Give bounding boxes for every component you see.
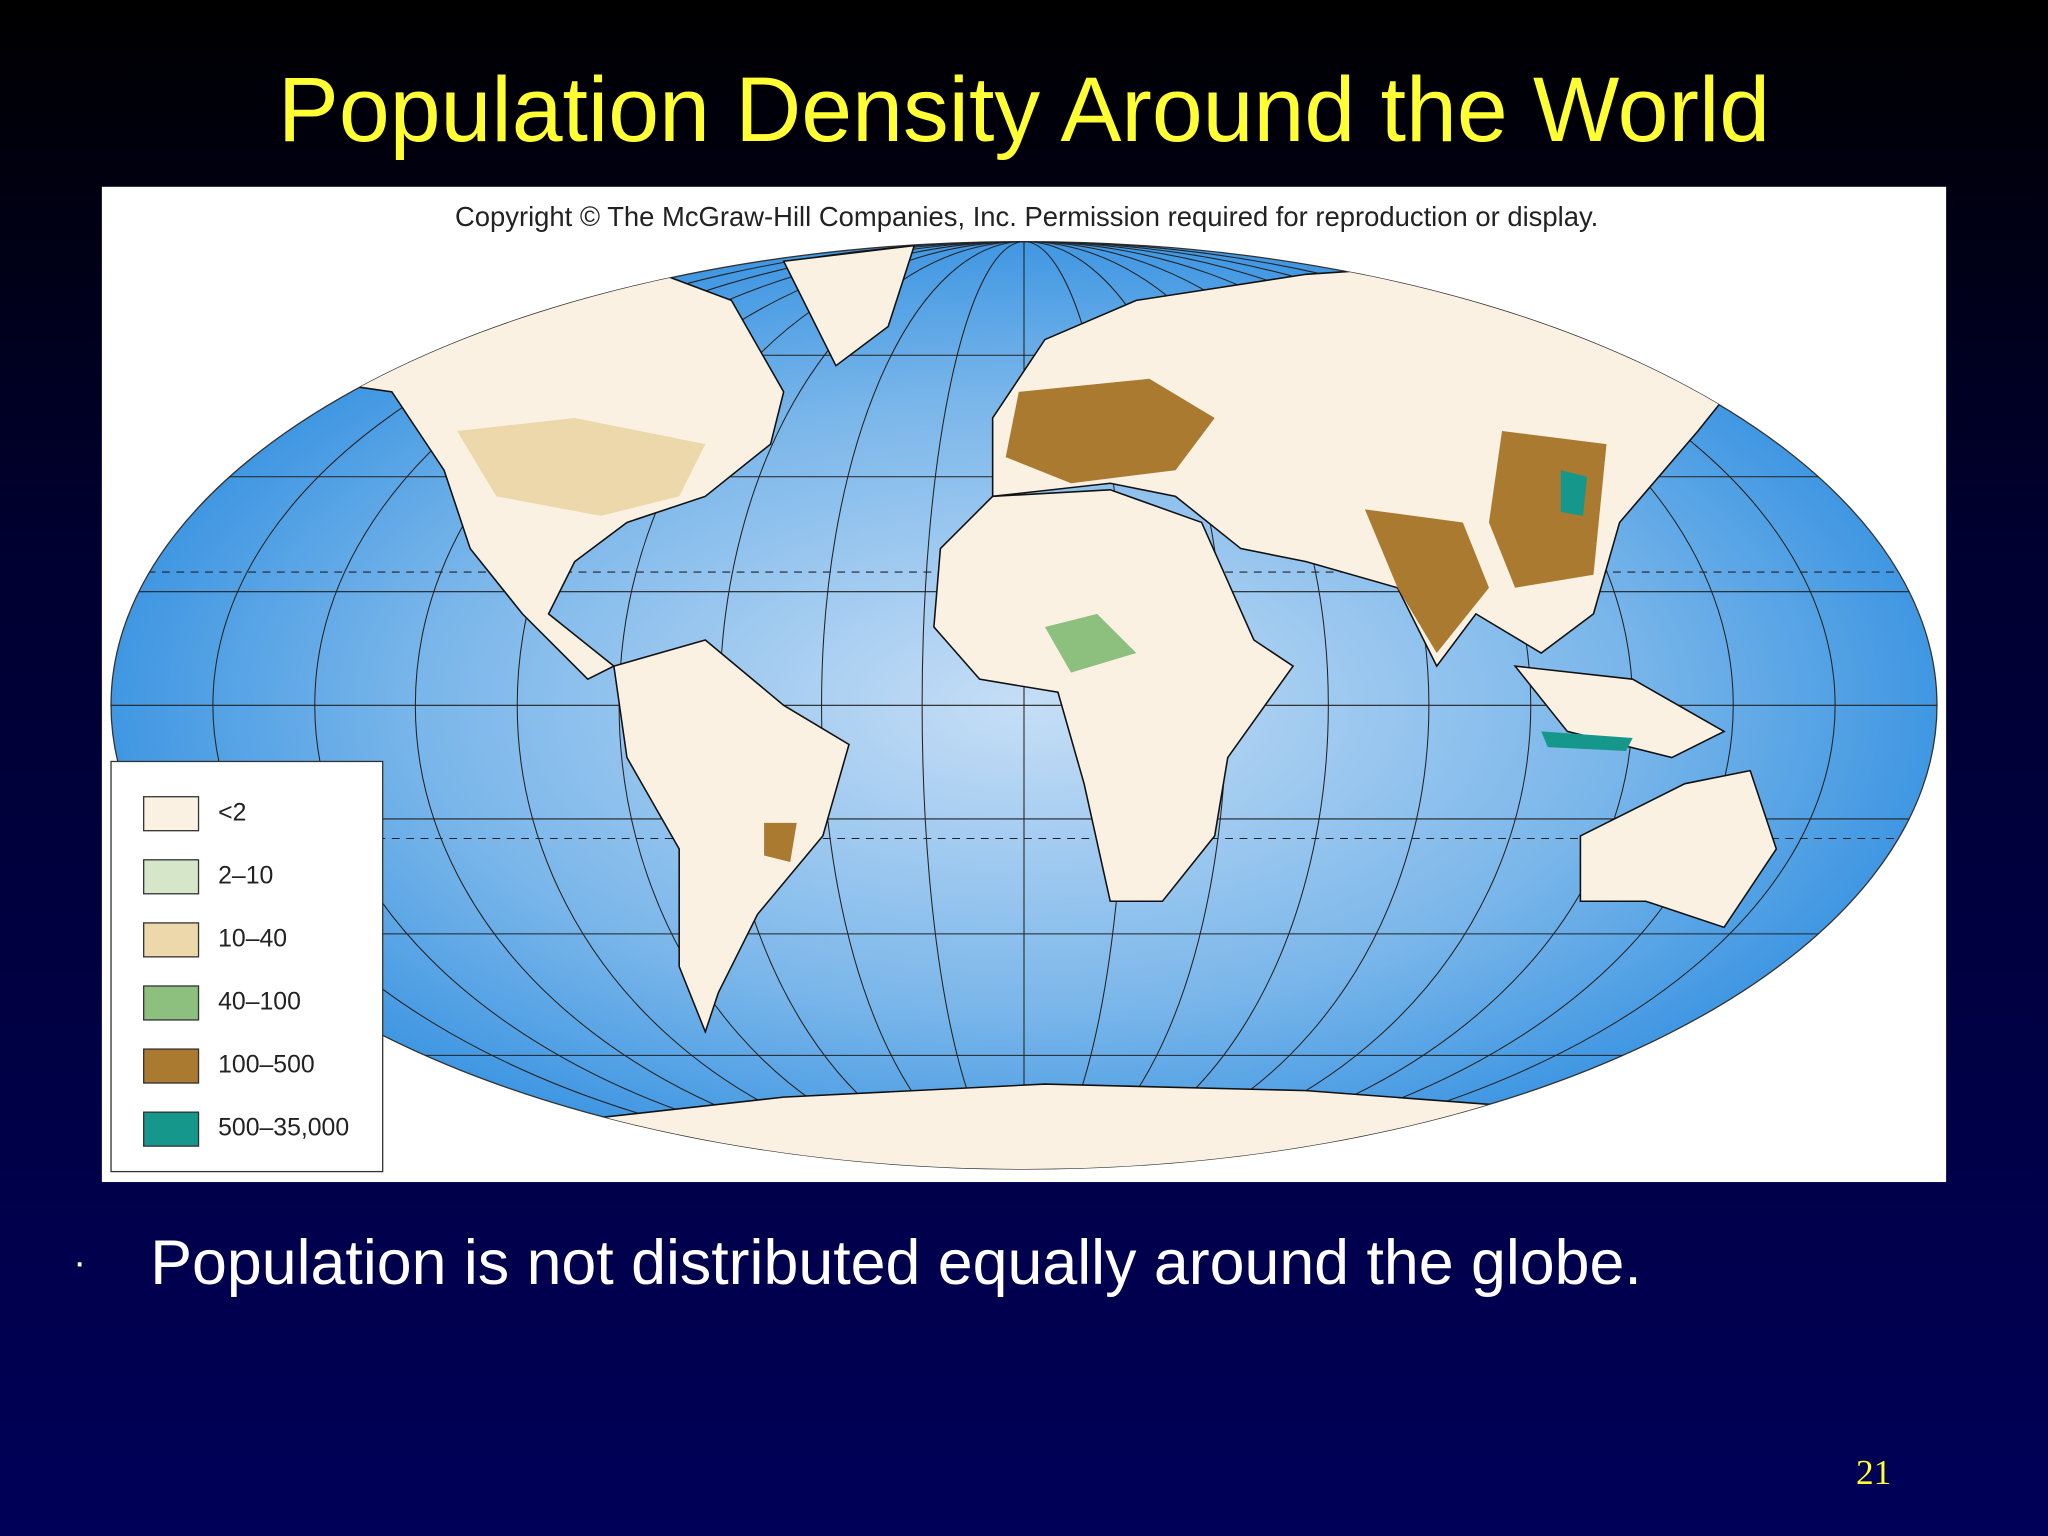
map: Copyright © The McGraw-Hill Companies, I…	[101, 186, 1947, 1183]
legend-swatch	[143, 1111, 200, 1147]
legend-swatch	[143, 859, 200, 895]
legend-label: 10–40	[218, 925, 287, 952]
legend-label: 100–500	[218, 1052, 315, 1079]
bullet-marker: ·	[73, 1241, 86, 1284]
landmasses	[298, 244, 1778, 1169]
legend: <2 2–10 10–40 40–100 100–500 500–35,000	[143, 796, 349, 1147]
legend-label: 2–10	[218, 862, 273, 889]
copyright: Copyright © The McGraw-Hill Companies, I…	[455, 201, 1598, 232]
legend-label: <2	[218, 799, 246, 826]
legend-label: 500–35,000	[218, 1115, 349, 1142]
page-number: 21	[1856, 1453, 1891, 1492]
bullet-text: Population is not distributed equally ar…	[150, 1228, 1642, 1298]
legend-swatch	[143, 796, 200, 832]
slide-title: Population Density Around the World	[278, 59, 1770, 161]
legend-swatch	[143, 985, 200, 1021]
legend-swatch	[143, 1048, 200, 1084]
legend-label: 40–100	[218, 989, 301, 1016]
legend-swatch	[143, 922, 200, 958]
